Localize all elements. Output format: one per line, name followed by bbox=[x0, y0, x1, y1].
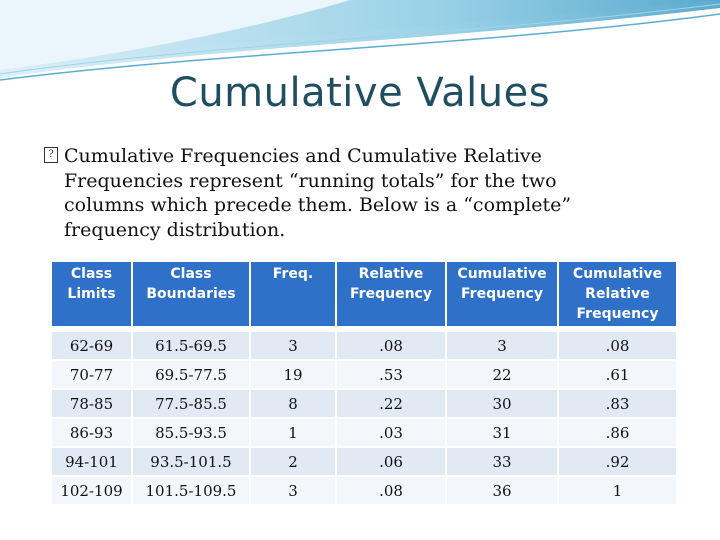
header-relative-frequency: Relative Frequency bbox=[336, 262, 447, 332]
bullet-line: Cumulative Frequencies and Cumulative Re… bbox=[64, 145, 542, 167]
cell-cumulative-frequency: 36 bbox=[446, 476, 559, 506]
cell-relative-frequency: .06 bbox=[336, 447, 447, 477]
cell-relative-frequency: .08 bbox=[336, 329, 447, 361]
cell-frequency: 8 bbox=[250, 389, 337, 419]
cell-cumulative-frequency: 31 bbox=[446, 418, 559, 448]
cell-cumulative-relative-frequency: .92 bbox=[558, 447, 676, 477]
header-class-limits: Class Limits bbox=[52, 262, 133, 332]
cell-class-limits: 102-109 bbox=[52, 476, 133, 506]
cell-cumulative-frequency: 33 bbox=[446, 447, 559, 477]
cell-relative-frequency: .22 bbox=[336, 389, 447, 419]
table-row: 86-93 85.5-93.5 1 .03 31 .86 bbox=[52, 418, 676, 448]
cell-relative-frequency: .53 bbox=[336, 360, 447, 390]
cell-relative-frequency: .03 bbox=[336, 418, 447, 448]
bullet-line: frequency distribution. bbox=[64, 218, 286, 241]
cell-cumulative-relative-frequency: .61 bbox=[558, 360, 676, 390]
bullet-paragraph: ? Cumulative Frequencies and Cumulative … bbox=[44, 144, 664, 242]
cell-class-boundaries: 61.5-69.5 bbox=[132, 329, 251, 361]
cell-cumulative-frequency: 22 bbox=[446, 360, 559, 390]
cell-frequency: 19 bbox=[250, 360, 337, 390]
cell-class-boundaries: 93.5-101.5 bbox=[132, 447, 251, 477]
frequency-distribution-table: Class Limits Class Boundaries Freq. Relati… bbox=[52, 262, 676, 506]
cell-class-boundaries: 85.5-93.5 bbox=[132, 418, 251, 448]
cell-class-limits: 62-69 bbox=[52, 329, 133, 361]
cell-class-limits: 70-77 bbox=[52, 360, 133, 390]
cell-cumulative-frequency: 30 bbox=[446, 389, 559, 419]
cell-frequency: 1 bbox=[250, 418, 337, 448]
header-cumulative-frequency: Cumulative Frequency bbox=[446, 262, 559, 332]
cell-cumulative-relative-frequency: .83 bbox=[558, 389, 676, 419]
cell-class-limits: 86-93 bbox=[52, 418, 133, 448]
cell-frequency: 3 bbox=[250, 476, 337, 506]
table-row: 62-69 61.5-69.5 3 .08 3 .08 bbox=[52, 329, 676, 361]
cell-class-limits: 94-101 bbox=[52, 447, 133, 477]
header-class-boundaries: Class Boundaries bbox=[132, 262, 251, 332]
cell-cumulative-frequency: 3 bbox=[446, 329, 559, 361]
cell-frequency: 3 bbox=[250, 329, 337, 361]
table-header-row: Class Limits Class Boundaries Freq. Relati… bbox=[52, 262, 676, 332]
table-row: 78-85 77.5-85.5 8 .22 30 .83 bbox=[52, 389, 676, 419]
cell-class-boundaries: 77.5-85.5 bbox=[132, 389, 251, 419]
cell-frequency: 2 bbox=[250, 447, 337, 477]
bullet-line: Frequencies represent “running totals” f… bbox=[64, 169, 557, 192]
cell-class-boundaries: 69.5-77.5 bbox=[132, 360, 251, 390]
table-row: 102-109 101.5-109.5 3 .08 36 1 bbox=[52, 476, 676, 506]
table-row: 94-101 93.5-101.5 2 .06 33 .92 bbox=[52, 447, 676, 477]
slide-title: Cumulative Values bbox=[169, 70, 551, 116]
cell-cumulative-relative-frequency: 1 bbox=[558, 476, 676, 506]
header-swoosh-decoration bbox=[0, 0, 720, 81]
cell-class-limits: 78-85 bbox=[52, 389, 133, 419]
cell-cumulative-relative-frequency: .08 bbox=[558, 329, 676, 361]
cell-cumulative-relative-frequency: .86 bbox=[558, 418, 676, 448]
table-row: 70-77 69.5-77.5 19 .53 22 .61 bbox=[52, 360, 676, 390]
box-bullet-icon: ? bbox=[44, 147, 58, 163]
bullet-line: columns which precede them. Below is a “… bbox=[64, 194, 572, 216]
cell-relative-frequency: .08 bbox=[336, 476, 447, 506]
header-frequency: Freq. bbox=[250, 262, 337, 332]
header-cumulative-relative-frequency: Cumulative Relative Frequency bbox=[558, 262, 676, 332]
cell-class-boundaries: 101.5-109.5 bbox=[132, 476, 251, 506]
